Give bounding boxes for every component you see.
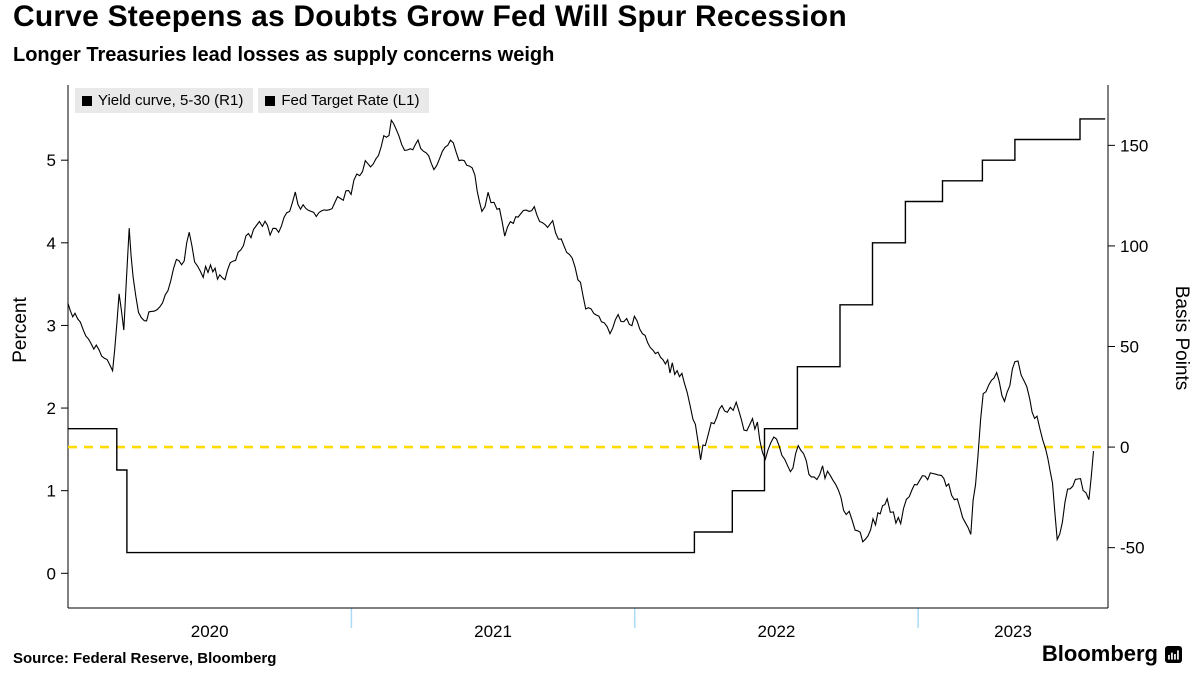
right-axis-tick-label: 50 [1120,338,1139,357]
right-axis-tick-label: 100 [1120,237,1148,256]
right-axis-title: Basis Points [1171,285,1192,391]
legend-label-yield-curve: Yield curve, 5-30 (R1) [98,92,244,109]
x-axis-year-label: 2021 [474,622,512,641]
x-axis-year-label: 2020 [191,622,229,641]
left-axis-tick-label: 5 [47,151,56,170]
left-axis-tick-label: 1 [47,482,56,501]
x-axis-year-label: 2023 [994,622,1032,641]
left-axis-tick-label: 4 [47,234,56,253]
chart-legend: Yield curve, 5-30 (R1) Fed Target Rate (… [75,88,430,113]
left-axis-title: Percent [10,297,31,363]
bloomberg-logo: Bloomberg [1042,641,1182,667]
right-axis-tick-label: -50 [1120,539,1145,558]
yield-curve-swatch [82,95,92,106]
fed-target-rate-swatch [265,95,276,106]
x-axis-year-label: 2022 [758,622,796,641]
legend-item-fed-target-rate: Fed Target Rate (L1) [258,88,430,113]
bloomberg-wordmark: Bloomberg [1041,641,1158,666]
legend-item-yield-curve: Yield curve, 5-30 (R1) [75,88,254,113]
left-axis-tick-label: 0 [47,564,56,583]
page-subtitle: Longer Treasuries lead losses as supply … [13,44,555,66]
right-axis-tick-label: 150 [1120,136,1148,155]
left-axis-tick-label: 2 [47,399,56,418]
bloomberg-terminal-icon [1165,645,1182,663]
source-note: Source: Federal Reserve, Bloomberg [13,650,277,667]
yield-curve-line [68,118,1095,543]
fed-target-rate-line [68,118,1106,554]
page-title: Curve Steepens as Doubts Grow Fed Will S… [13,0,847,33]
right-axis-tick-label: 0 [1120,438,1129,457]
left-axis-tick-label: 3 [47,316,56,335]
legend-label-fed-target-rate: Fed Target Rate (L1) [281,92,420,109]
